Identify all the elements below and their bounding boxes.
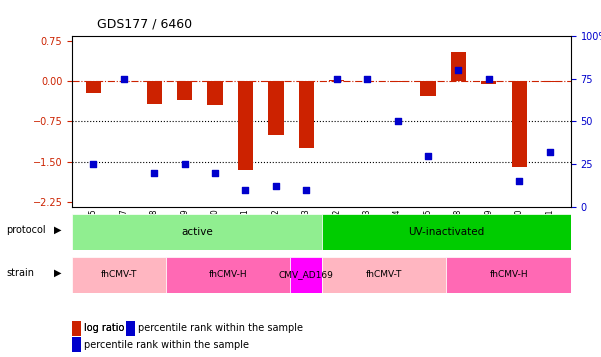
Bar <box>238 81 253 170</box>
Bar <box>329 80 344 81</box>
Text: GDS177 / 6460: GDS177 / 6460 <box>97 17 192 30</box>
Text: log ratio: log ratio <box>84 323 124 333</box>
Bar <box>451 52 466 81</box>
Bar <box>511 81 527 167</box>
FancyBboxPatch shape <box>290 257 322 293</box>
Point <box>332 76 341 81</box>
Text: CMV_AD169: CMV_AD169 <box>278 270 334 280</box>
Point <box>423 153 433 159</box>
FancyBboxPatch shape <box>72 257 166 293</box>
Text: ▶: ▶ <box>54 225 61 235</box>
Text: strain: strain <box>6 268 34 278</box>
Bar <box>268 81 284 135</box>
Bar <box>207 81 223 105</box>
Bar <box>86 81 101 93</box>
Text: percentile rank within the sample: percentile rank within the sample <box>138 323 304 333</box>
FancyBboxPatch shape <box>166 257 290 293</box>
Text: UV-inactivated: UV-inactivated <box>408 227 484 237</box>
Bar <box>147 81 162 104</box>
Text: fhCMV-T: fhCMV-T <box>365 270 402 280</box>
Bar <box>542 81 557 82</box>
Point <box>545 149 555 155</box>
Bar <box>481 81 496 84</box>
Point <box>393 119 403 124</box>
Point <box>240 187 250 193</box>
Text: ▶: ▶ <box>54 268 61 278</box>
Point <box>88 161 98 167</box>
Text: fhCMV-H: fhCMV-H <box>489 270 528 280</box>
Point <box>454 67 463 73</box>
Text: fhCMV-T: fhCMV-T <box>101 270 137 280</box>
Text: log ratio: log ratio <box>84 323 124 333</box>
Bar <box>390 81 405 82</box>
Point <box>180 161 189 167</box>
FancyBboxPatch shape <box>446 257 571 293</box>
FancyBboxPatch shape <box>322 214 571 250</box>
Bar <box>177 81 192 100</box>
Point <box>514 178 524 184</box>
Point <box>362 76 372 81</box>
Bar <box>420 81 436 96</box>
Point <box>119 76 129 81</box>
Text: fhCMV-H: fhCMV-H <box>209 270 248 280</box>
Text: protocol: protocol <box>6 225 46 235</box>
FancyBboxPatch shape <box>72 214 322 250</box>
Point <box>210 170 220 176</box>
Bar <box>299 81 314 148</box>
Text: percentile rank within the sample: percentile rank within the sample <box>84 340 249 350</box>
Point <box>150 170 159 176</box>
FancyBboxPatch shape <box>322 257 446 293</box>
Text: active: active <box>181 227 213 237</box>
Point <box>271 183 281 189</box>
Point <box>484 76 493 81</box>
Point <box>302 187 311 193</box>
